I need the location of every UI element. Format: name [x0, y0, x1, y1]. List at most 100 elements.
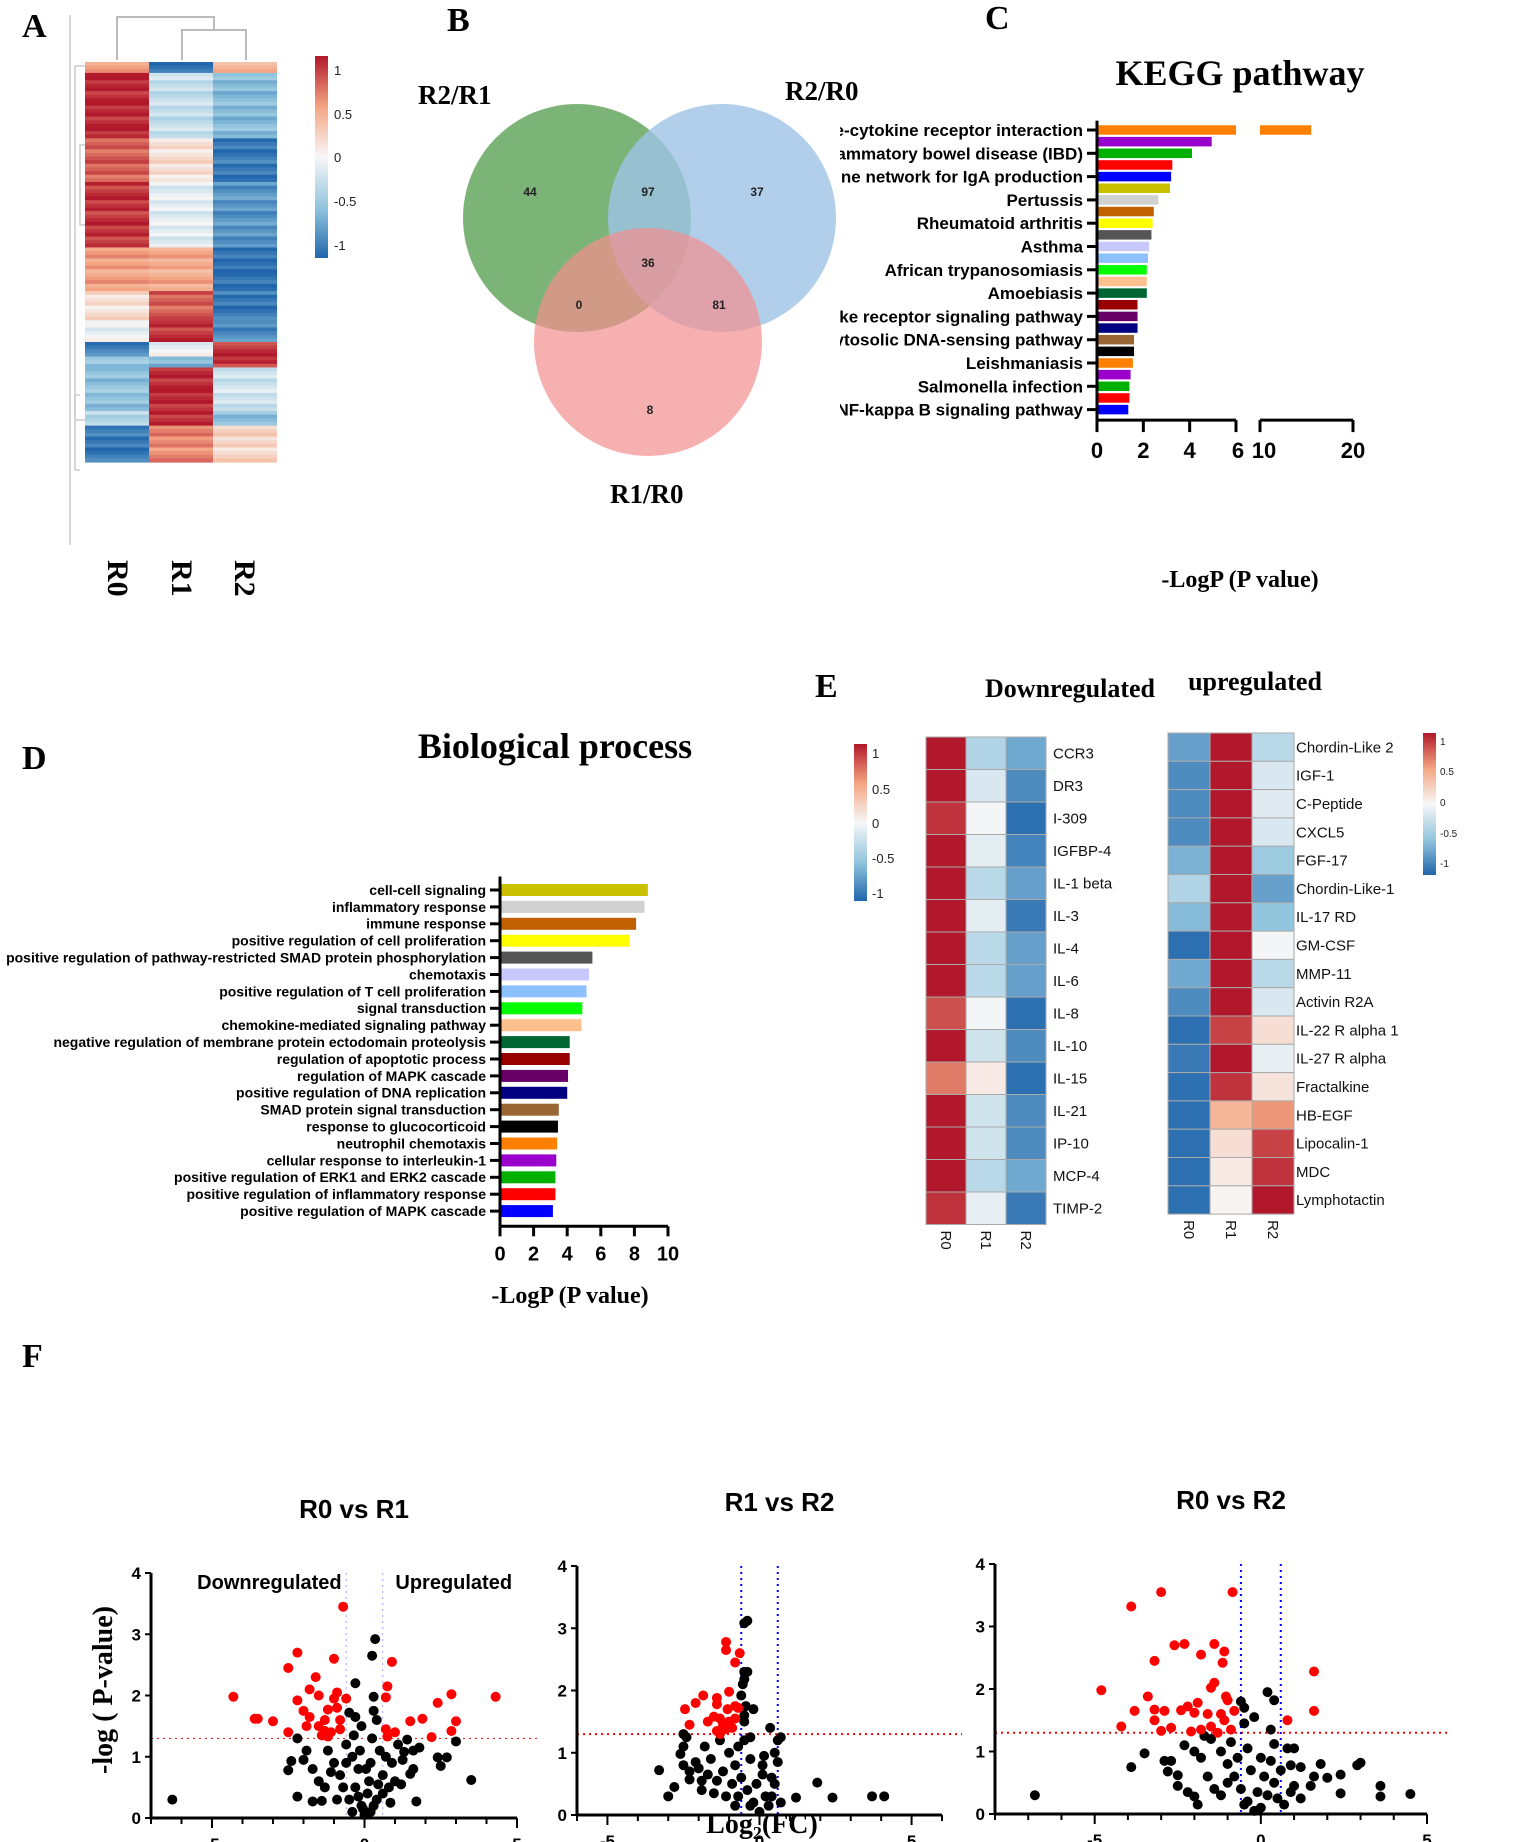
heatmap-cell	[85, 443, 149, 449]
heatmap-cell	[965, 931, 1007, 965]
heatmap-cell	[1209, 1157, 1253, 1187]
heatmap-cell	[85, 229, 149, 234]
x-tick-label: -5	[1087, 1831, 1102, 1842]
heatmap-cell	[85, 396, 149, 401]
heatmap-cell	[149, 185, 213, 190]
data-point-significant	[319, 1715, 330, 1725]
heatmap-cell	[85, 243, 149, 249]
data-point-ns	[286, 1756, 297, 1767]
data-point-ns	[307, 1764, 318, 1774]
data-point-ns	[399, 1746, 410, 1757]
panel-f-volcano-plots: R0 vs R1 0 1 2 3 4 -5 0 5 Downregulated Upregulate…	[88, 1485, 1447, 1842]
panel-letter-b: B	[447, 2, 470, 39]
heatmap-cell	[149, 400, 213, 405]
data-point-significant	[310, 1672, 321, 1683]
heatmap-cell	[1005, 996, 1047, 1030]
data-point-ns	[1275, 1765, 1286, 1776]
data-point-significant	[338, 1601, 349, 1612]
heatmap-cell	[213, 156, 277, 161]
heatmap-cell	[1167, 1157, 1211, 1187]
colorbar-a-tick: 1	[334, 63, 341, 78]
heatmap-cell	[965, 1191, 1007, 1225]
data-point-ns	[1239, 1702, 1250, 1713]
colorbar-tick: -0.5	[872, 851, 894, 866]
data-point-ns	[1029, 1790, 1040, 1801]
data-point-ns	[1375, 1791, 1386, 1802]
category-label: immune response	[366, 916, 486, 932]
heatmap-cell	[149, 323, 213, 329]
heatmap-cell	[85, 447, 149, 452]
data-point-ns	[696, 1775, 707, 1786]
bar	[1097, 334, 1135, 345]
heatmap-cell	[149, 251, 213, 256]
bar	[1097, 369, 1131, 380]
heatmap-cell	[85, 207, 149, 212]
heatmap-cell	[213, 269, 277, 274]
heatmap-cell	[213, 225, 277, 230]
data-point-ns	[1235, 1784, 1246, 1794]
heatmap-row-label: HB-EGF	[1296, 1107, 1353, 1124]
heatmap-cell	[213, 149, 277, 154]
bar	[1097, 195, 1159, 205]
heatmap-cell	[149, 454, 213, 459]
data-point-ns	[742, 1785, 753, 1796]
category-label: chemotaxis	[409, 966, 486, 982]
heatmap-row-label: CXCL5	[1296, 824, 1344, 841]
heatmap-cell	[1209, 1043, 1253, 1074]
category-label: Leishmaniasis	[966, 354, 1083, 373]
data-point-ns	[759, 1750, 770, 1761]
data-point-significant	[714, 1729, 725, 1740]
data-point-ns	[1269, 1739, 1280, 1749]
heatmap-cell	[925, 1094, 967, 1128]
heatmap-cell	[149, 334, 213, 339]
x-tick-label: 6	[595, 1243, 606, 1265]
heatmap-row-label: MDC	[1296, 1164, 1330, 1181]
heatmap-cell	[213, 422, 277, 427]
heatmap-cell	[1209, 732, 1253, 762]
data-point-significant	[313, 1690, 324, 1701]
heatmap-cell	[213, 182, 277, 187]
heatmap-cell	[149, 192, 213, 198]
heatmap-cell	[213, 185, 277, 190]
heatmap-cell	[1251, 845, 1295, 875]
heatmap-cell	[85, 178, 149, 183]
data-point-ns	[466, 1775, 477, 1786]
heatmap-cell	[149, 312, 213, 318]
heatmap-row-label: Lipocalin-1	[1296, 1136, 1369, 1153]
data-point-ns	[812, 1777, 823, 1788]
heatmap-cell	[1251, 1015, 1295, 1045]
heatmap-cell	[149, 149, 213, 154]
venn-count: 44	[523, 185, 537, 199]
x-tick-label: 6	[1232, 438, 1244, 463]
heatmap-cell	[965, 801, 1007, 835]
data-point-significant	[304, 1711, 315, 1722]
heatmap-cell	[965, 769, 1007, 803]
heatmap-cell	[925, 801, 967, 835]
heatmap-cell	[213, 396, 277, 401]
data-point-ns	[383, 1782, 394, 1793]
heatmap-cell	[149, 105, 213, 110]
heatmap-cell	[149, 342, 213, 347]
heatmap-row-label: Chordin-Like-1	[1296, 881, 1394, 898]
heatmap-cell	[925, 1126, 967, 1160]
heatmap-column-label: R2	[1264, 1220, 1281, 1239]
venn-label-r2-r1: R2/R1	[418, 80, 492, 110]
heatmap-cell	[85, 327, 149, 332]
heatmap-cell	[213, 222, 277, 227]
heatmap-cell	[85, 120, 149, 125]
venn-count: 0	[576, 298, 583, 312]
heatmap-cell	[1251, 1043, 1295, 1074]
bar	[1097, 358, 1133, 368]
heatmap-cell	[85, 454, 149, 459]
heatmap-cell	[213, 152, 277, 158]
data-point-ns	[373, 1779, 384, 1790]
heatmap-cell	[85, 320, 149, 325]
category-label: Cytokine-cytokine receptor interaction	[840, 121, 1083, 140]
heatmap-row-label: C-Peptide	[1296, 796, 1363, 813]
heatmap-cell	[965, 899, 1007, 933]
data-point-ns	[772, 1757, 783, 1768]
heatmap-cell	[1167, 1043, 1211, 1074]
heatmap-cell	[213, 305, 277, 310]
heatmap-cell	[1005, 801, 1047, 835]
venn-count: 8	[647, 403, 654, 417]
